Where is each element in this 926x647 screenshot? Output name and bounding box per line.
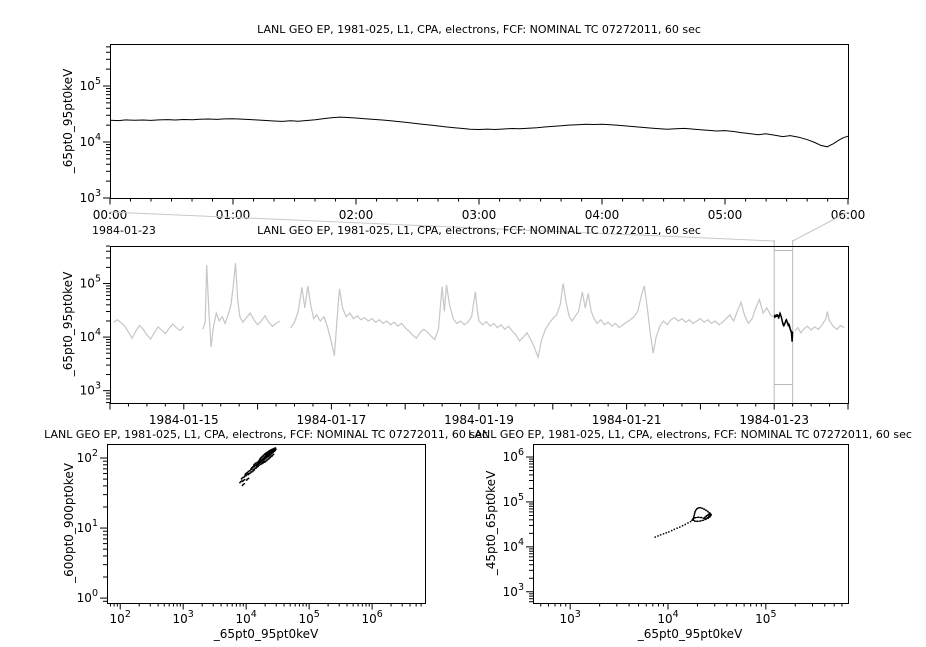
svg-text:103: 103 [80,381,101,398]
data-trace [691,507,712,522]
svg-text:02:00: 02:00 [339,208,374,222]
scatter-points [654,520,692,538]
svg-text:105: 105 [298,609,319,626]
panel-title-context: LANL GEO EP, 1981-025, L1, CPA, electron… [257,224,701,237]
svg-text:00:00: 00:00 [93,208,128,222]
data-trace [113,319,185,341]
data-trace [202,263,281,348]
highlighted-interval-trace [773,311,794,342]
panel-scatter-600-900[interactable]: 102 103 104 105 106 100 101 102 [77,444,426,627]
svg-text:1984-01-17: 1984-01-17 [297,413,367,427]
x-axis-label-scatter-right: _65pt0_95pt0keV [637,627,743,641]
svg-text:104: 104 [80,327,101,344]
panel-context-timeseries[interactable]: 1984-01-15 1984-01-17 1984-01-19 1984-01-21… [80,211,849,427]
svg-text:06:00: 06:00 [831,208,866,222]
panel-title-scatter-right: LANL GEO EP, 1981-025, L1, CPA, electron… [468,428,912,441]
svg-text:101: 101 [77,518,98,535]
svg-text:103: 103 [80,188,101,205]
axis-date-label: 1984-01-23 [92,224,156,237]
svg-text:105: 105 [80,76,101,93]
svg-text:104: 104 [236,609,257,626]
svg-text:103: 103 [560,609,581,626]
svg-text:104: 104 [657,609,678,626]
panel-title-detail: LANL GEO EP, 1981-025, L1, CPA, electron… [257,23,701,36]
plot-frame [533,444,849,604]
svg-text:106: 106 [503,447,524,464]
y-axis-label-detail: _65pt0_95pt0keV [61,68,75,174]
y-axis-ticks[interactable] [103,245,110,404]
svg-text:105: 105 [503,492,524,509]
panel-detail-timeseries[interactable]: 00:00 01:00 02:00 03:00 04:00 05:00 06:00 103 10… [80,44,866,223]
svg-text:1984-01-23: 1984-01-23 [739,413,809,427]
svg-text:03:00: 03:00 [462,208,497,222]
svg-text:104: 104 [503,537,524,554]
svg-text:103: 103 [173,609,194,626]
svg-text:102: 102 [110,609,131,626]
data-trace [290,283,774,360]
zoom-connector-right [792,211,849,242]
svg-text:105: 105 [80,274,101,291]
x-axis-ticks[interactable] [109,603,422,610]
y-axis-ticks[interactable] [526,456,533,603]
svg-text:103: 103 [503,582,524,599]
scatter-points [239,447,277,487]
zoom-selection-box[interactable] [773,240,794,403]
x-axis-label-scatter-left: _65pt0_95pt0keV [213,627,319,641]
panel-title-scatter-left: LANL GEO EP, 1981-025, L1, CPA, electron… [44,428,488,441]
data-trace [109,116,849,148]
y-axis-ticks[interactable] [100,457,107,602]
svg-text:1984-01-21: 1984-01-21 [592,413,662,427]
plot-frame [110,44,849,199]
svg-text:1984-01-15: 1984-01-15 [149,413,219,427]
svg-text:104: 104 [80,132,101,149]
y-axis-label-scatter-right: _45pt0_65pt0keV [484,470,498,576]
y-axis-label-scatter-left: _600pt0_900pt0keV [62,463,76,583]
svg-text:106: 106 [361,609,382,626]
svg-text:100: 100 [77,588,98,605]
data-trace [794,311,845,334]
x-axis-ticks[interactable] [109,403,849,410]
svg-text:05:00: 05:00 [708,208,743,222]
plot-frame [107,444,426,604]
svg-text:1984-01-19: 1984-01-19 [444,413,514,427]
x-axis-ticks[interactable] [540,603,843,610]
zoom-connector-left [109,211,775,242]
panel-scatter-45-65[interactable]: 103 104 105 103 104 105 106 [503,444,849,627]
svg-text:105: 105 [755,609,776,626]
x-axis-ticks[interactable] [109,198,849,205]
svg-text:102: 102 [77,448,98,465]
y-axis-label-context: _65pt0_95pt0keV [61,271,75,377]
plot-frame [110,246,849,404]
svg-text:04:00: 04:00 [585,208,620,222]
svg-text:01:00: 01:00 [216,208,251,222]
y-axis-ticks[interactable] [103,46,110,199]
